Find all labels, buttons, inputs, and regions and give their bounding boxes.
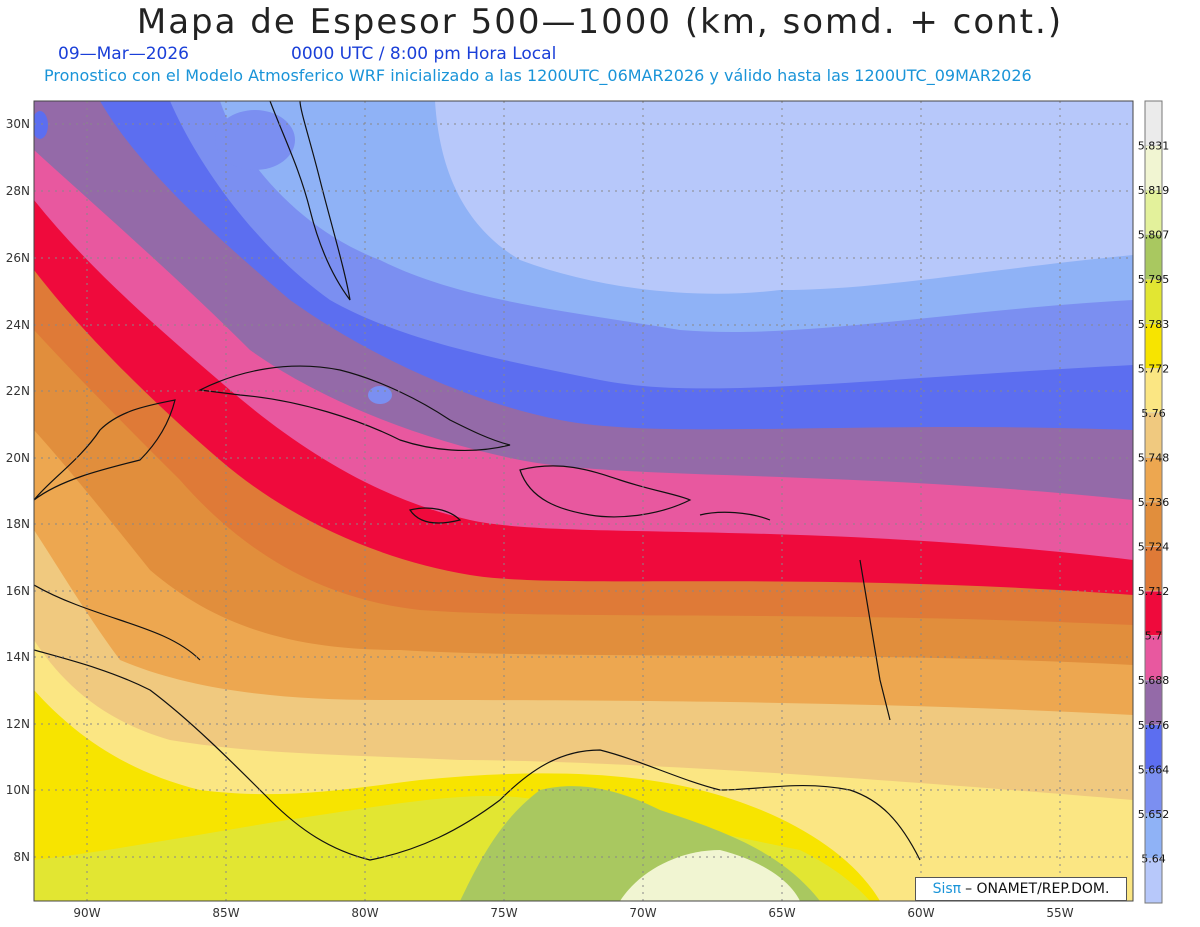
legend-value: 5.652 bbox=[1138, 808, 1170, 821]
legend-value: 5.783 bbox=[1138, 318, 1170, 331]
legend-value: 5.819 bbox=[1138, 184, 1170, 197]
legend-value: 5.772 bbox=[1138, 362, 1170, 375]
lat-label: 10N bbox=[6, 783, 30, 797]
lon-label: 55W bbox=[1046, 906, 1073, 920]
lat-label: 26N bbox=[6, 251, 30, 265]
legend-value: 5.795 bbox=[1138, 273, 1170, 286]
legend-value: 5.736 bbox=[1138, 496, 1170, 509]
lat-label: 8N bbox=[13, 850, 30, 864]
legend-value: 5.807 bbox=[1138, 229, 1170, 242]
color-legend: 5.831 5.819 5.807 5.795 5.783 5.772 5.76 5.748 5… bbox=[1138, 100, 1170, 904]
legend-value: 5.664 bbox=[1138, 763, 1170, 776]
map-frame bbox=[33, 100, 1134, 902]
legend-value: 5.688 bbox=[1138, 674, 1170, 687]
lat-label: 24N bbox=[6, 318, 30, 332]
longitude-labels: 90W 85W 80W 75W 70W 65W 60W 55W bbox=[73, 906, 1073, 920]
lat-label: 22N bbox=[6, 384, 30, 398]
credit-box: Sisπ – ONAMET/REP.DOM. bbox=[915, 877, 1127, 901]
graticule bbox=[34, 101, 1133, 901]
lat-label: 14N bbox=[6, 650, 30, 664]
legend-value: 5.748 bbox=[1138, 451, 1170, 464]
lat-label: 20N bbox=[6, 451, 30, 465]
legend-value: 5.831 bbox=[1138, 140, 1170, 153]
legend-value: 5.712 bbox=[1138, 585, 1170, 598]
coastlines bbox=[34, 101, 921, 861]
lat-label: 18N bbox=[6, 517, 30, 531]
legend-frame bbox=[1144, 100, 1163, 904]
lat-label: 16N bbox=[6, 584, 30, 598]
lon-label: 65W bbox=[768, 906, 795, 920]
forecast-time: 0000 UTC / 8:00 pm Hora Local bbox=[291, 44, 557, 64]
credit-brand: Sisπ bbox=[932, 881, 962, 897]
lat-label: 30N bbox=[6, 117, 30, 131]
lat-label: 12N bbox=[6, 717, 30, 731]
lat-label: 28N bbox=[6, 184, 30, 198]
legend-value: 5.7 bbox=[1145, 630, 1163, 643]
legend-value: 5.724 bbox=[1138, 541, 1170, 554]
credit-text: – ONAMET/REP.DOM. bbox=[965, 881, 1110, 897]
lon-label: 60W bbox=[907, 906, 934, 920]
forecast-date: 09—Mar—2026 bbox=[58, 44, 189, 64]
lon-label: 90W bbox=[73, 906, 100, 920]
legend-value: 5.76 bbox=[1141, 407, 1166, 420]
thickness-bands bbox=[34, 101, 1133, 901]
map-title: Mapa de Espesor 500—1000 (km, somd. + co… bbox=[136, 2, 1064, 42]
lon-label: 75W bbox=[490, 906, 517, 920]
legend-value: 5.676 bbox=[1138, 719, 1170, 732]
lon-label: 80W bbox=[351, 906, 378, 920]
latitude-labels: 30N 28N 26N 24N 22N 20N 18N 16N 14N 12N … bbox=[6, 117, 30, 864]
lon-label: 70W bbox=[629, 906, 656, 920]
lon-label: 85W bbox=[212, 906, 239, 920]
model-info: Pronostico con el Modelo Atmosferico WRF… bbox=[44, 66, 1032, 85]
legend-value: 5.64 bbox=[1141, 852, 1166, 865]
